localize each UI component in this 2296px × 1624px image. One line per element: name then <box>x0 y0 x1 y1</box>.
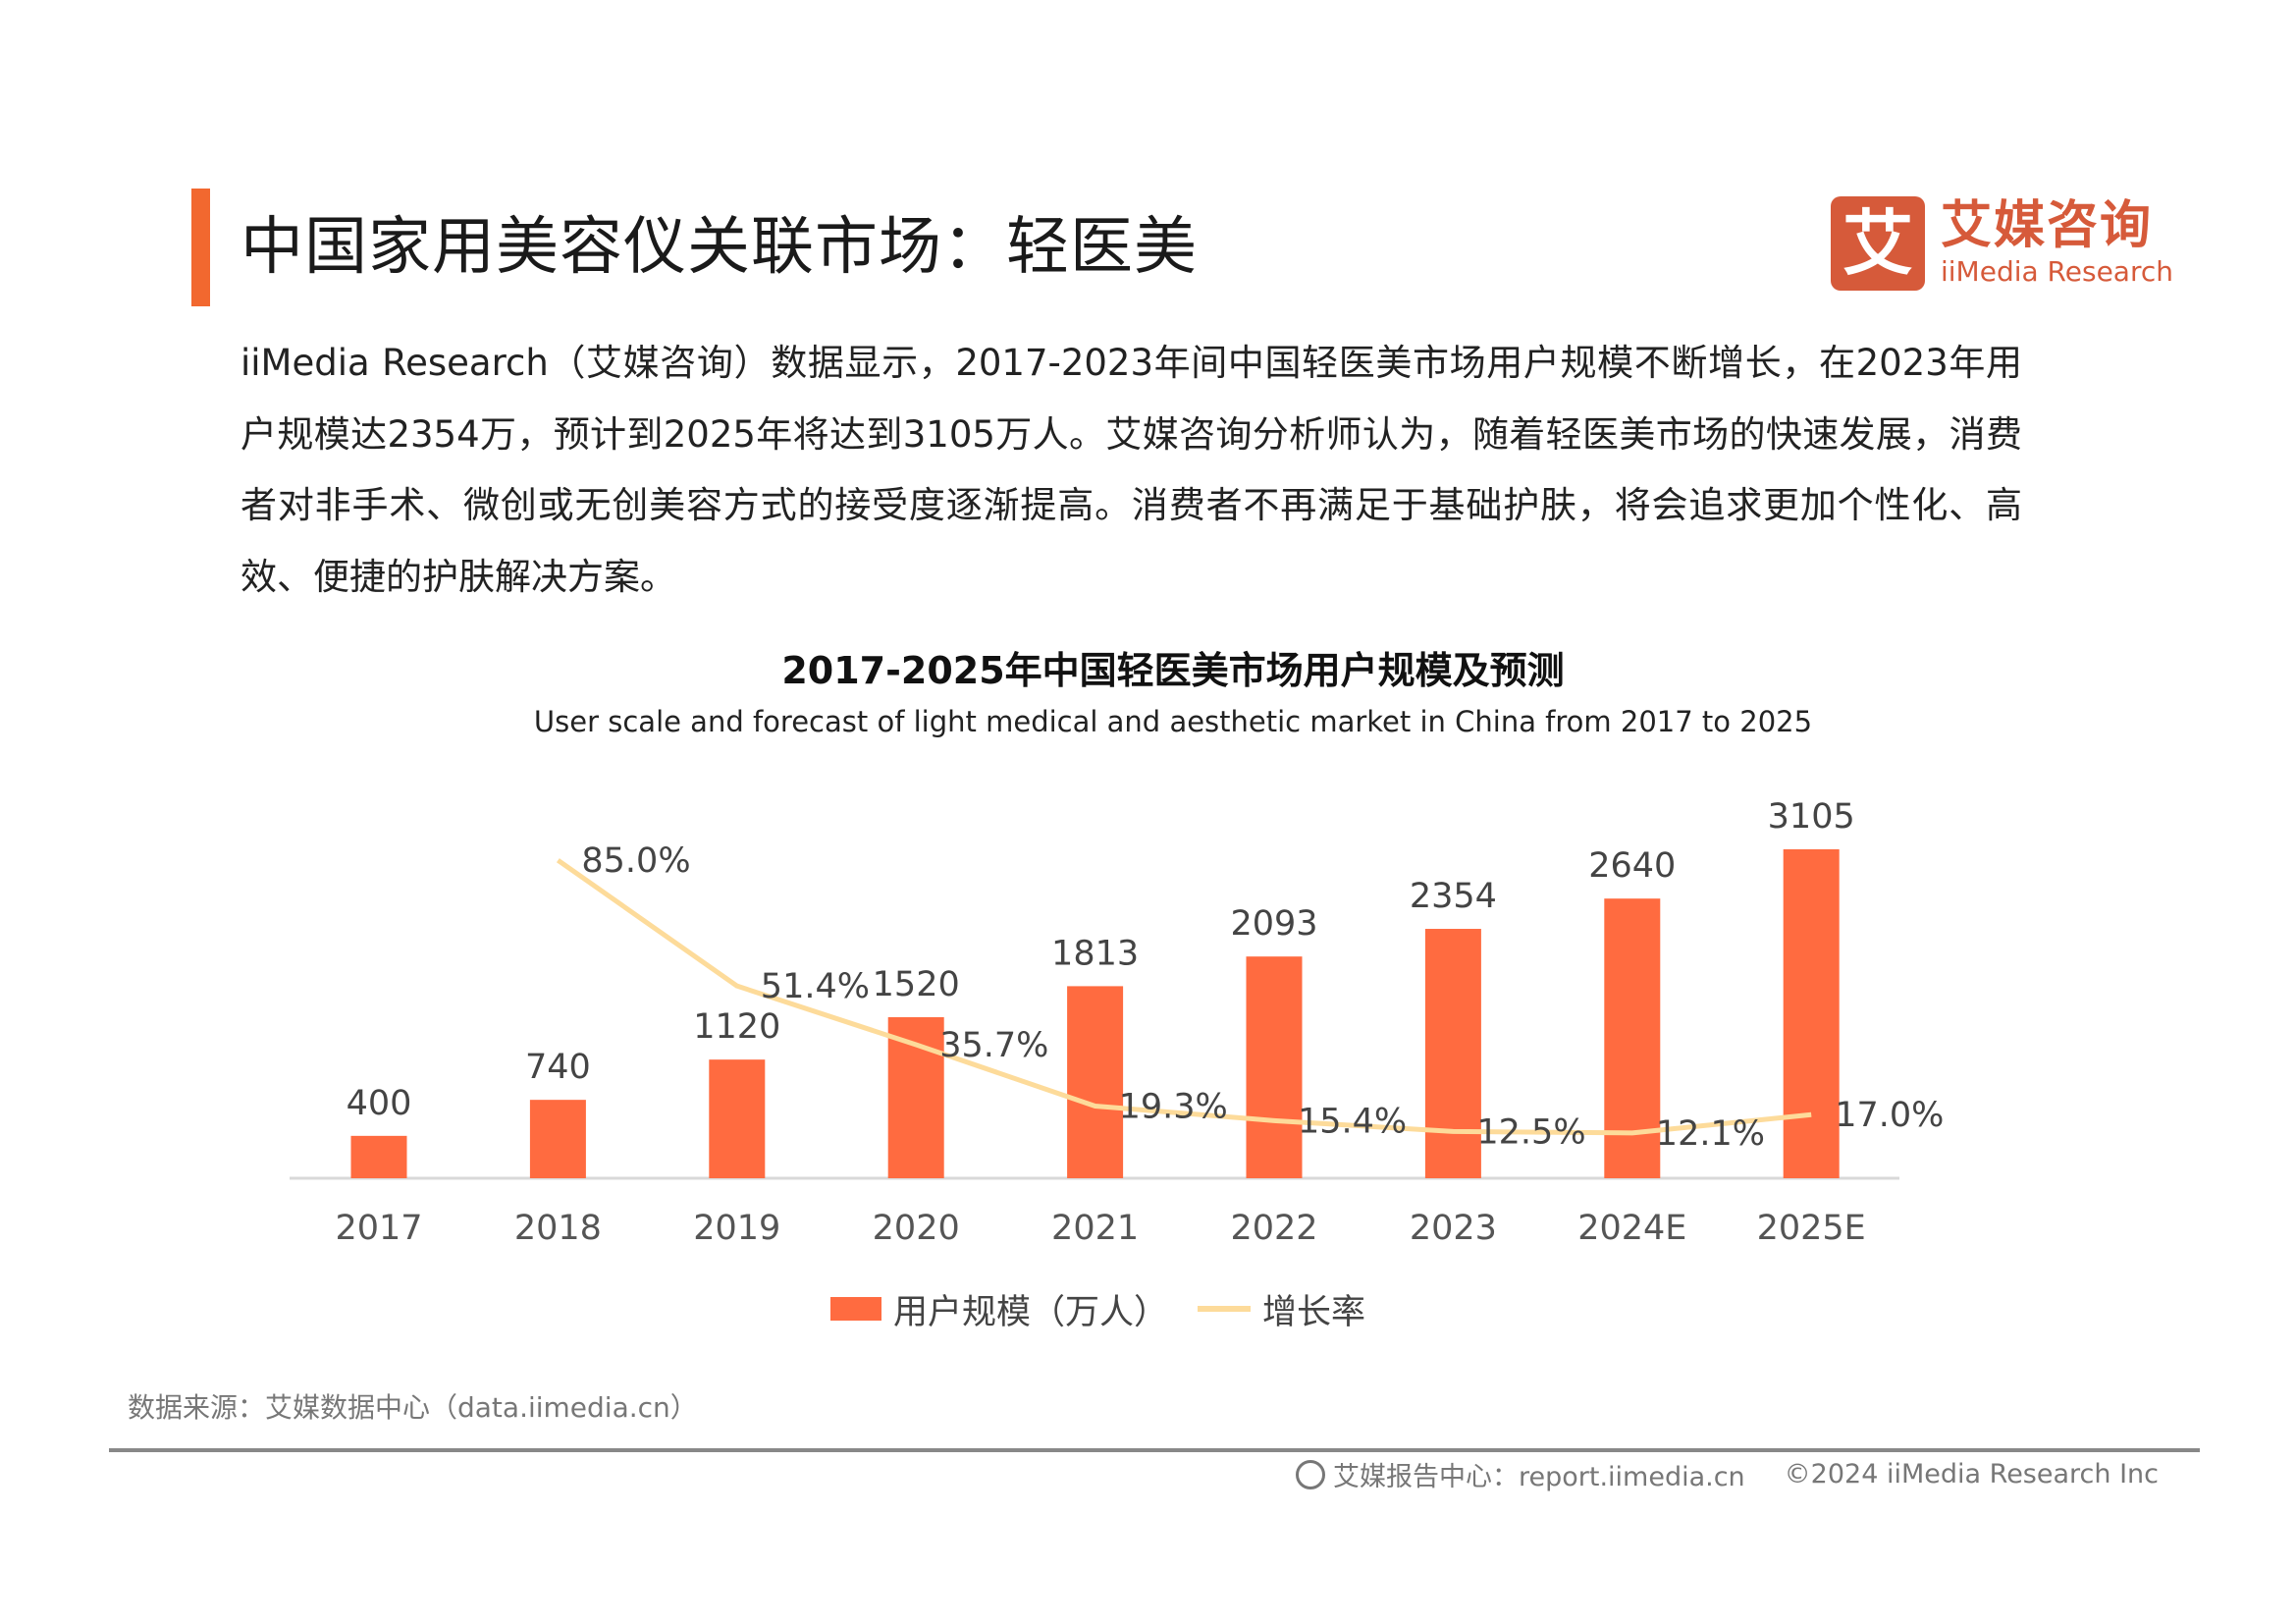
growth-rate-label: 51.4% <box>761 967 870 1006</box>
bar <box>350 1135 407 1178</box>
growth-rate-label: 17.0% <box>1835 1096 1944 1135</box>
chart-title: 2017-2025年中国轻医美市场用户规模及预测 <box>781 649 1565 692</box>
bar <box>709 1059 766 1178</box>
chart-legend: 用户规模（万人） 增长率 <box>830 1284 1365 1333</box>
legend-line-swatch <box>1198 1306 1252 1312</box>
x-tick-label: 2022 <box>1230 1209 1317 1248</box>
title-accent-bar <box>191 189 210 306</box>
growth-rate-label: 12.1% <box>1656 1114 1765 1154</box>
x-tick-label: 2023 <box>1410 1209 1497 1248</box>
x-tick-label: 2019 <box>693 1209 780 1248</box>
data-source: 数据来源：艾媒数据中心（data.iimedia.cn） <box>128 1391 698 1424</box>
growth-rate-label: 85.0% <box>581 841 690 881</box>
logo-cn-text: 艾媒咨询 <box>1941 196 2154 255</box>
bar-value-label: 1520 <box>873 965 960 1004</box>
bar <box>1783 849 1840 1178</box>
bar <box>1067 986 1124 1178</box>
bar <box>1246 956 1303 1178</box>
bar-value-label: 3105 <box>1768 797 1855 837</box>
footer: 艾媒报告中心：report.iimedia.cn ©2024 iiMedia R… <box>1295 1455 2159 1493</box>
bar-value-label: 2640 <box>1588 846 1676 886</box>
bar-value-label: 400 <box>347 1084 412 1123</box>
x-tick-label: 2025E <box>1757 1209 1866 1248</box>
bar <box>1604 898 1661 1178</box>
x-tick-label: 2017 <box>335 1209 422 1248</box>
x-tick-label: 2018 <box>514 1209 602 1248</box>
growth-rate-line <box>556 858 1812 1136</box>
bar <box>887 1017 944 1178</box>
page-title: 中国家用美容仪关联市场：轻医美 <box>240 211 1198 284</box>
bar <box>1424 929 1481 1178</box>
footer-divider <box>109 1448 2200 1452</box>
growth-rate-label: 19.3% <box>1119 1087 1228 1126</box>
bar-value-label: 1813 <box>1051 934 1139 973</box>
copyright: ©2024 iiMedia Research Inc <box>1784 1459 2159 1489</box>
legend-line-label: 增长率 <box>1262 1292 1366 1332</box>
description-paragraph: iiMedia Research（艾媒咨询）数据显示，2017-2023年间中国… <box>240 342 2022 598</box>
logo-en-text: iiMedia Research <box>1941 255 2173 288</box>
growth-rate-label: 12.5% <box>1476 1112 1585 1152</box>
legend-bar-label: 用户规模（万人） <box>893 1292 1169 1332</box>
x-tick-label: 2021 <box>1051 1209 1139 1248</box>
chart-subtitle: User scale and forecast of light medical… <box>533 705 1813 738</box>
report-center-link[interactable]: 艾媒报告中心：report.iimedia.cn <box>1332 1462 1745 1492</box>
logo-mark-icon: 艾 <box>1831 196 1925 291</box>
bar-value-label: 1120 <box>693 1007 780 1047</box>
x-tick-label: 2024E <box>1577 1209 1686 1248</box>
bar-value-label: 2093 <box>1230 904 1317 944</box>
globe-icon <box>1295 1459 1325 1489</box>
legend-bar-swatch <box>830 1297 881 1321</box>
x-tick-label: 2020 <box>873 1209 960 1248</box>
growth-rate-label: 15.4% <box>1298 1102 1407 1141</box>
bar <box>529 1100 586 1178</box>
growth-rate-label: 35.7% <box>939 1026 1048 1065</box>
bar-value-label: 740 <box>525 1048 591 1087</box>
iimedia-logo: 艾 艾媒咨询 iiMedia Research <box>1831 196 2173 295</box>
bar-value-label: 2354 <box>1410 877 1497 916</box>
